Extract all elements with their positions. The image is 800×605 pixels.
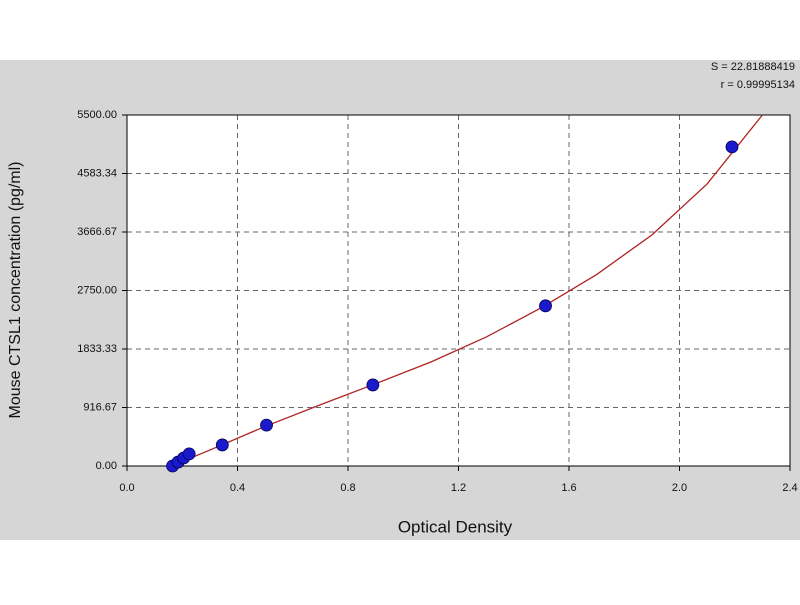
plot-border: [126, 114, 791, 467]
x-tick-label: 2.0: [672, 482, 687, 494]
data-point: [366, 378, 380, 392]
data-point: [182, 447, 196, 461]
y-tick-label: 916.67: [83, 401, 117, 413]
fit-curve: [170, 114, 763, 467]
data-point: [215, 438, 229, 452]
y-tick-label: 4583.34: [77, 167, 117, 179]
data-point: [260, 418, 273, 432]
x-tick-label: 0.0: [119, 482, 134, 494]
annotation: S = 22.81888419: [711, 61, 795, 73]
annotation: r = 0.99995134: [721, 79, 795, 91]
data-point: [725, 140, 739, 154]
data-point: [539, 299, 552, 313]
y-tick-label: 0.00: [96, 460, 117, 472]
y-axis-title: Mouse CTSL1 concentration (pg/ml): [7, 162, 24, 419]
x-tick-label: 1.2: [451, 482, 466, 494]
y-tick-label: 2750.00: [77, 284, 117, 296]
y-tick-label: 5500.00: [77, 109, 117, 121]
x-tick-label: 0.4: [230, 482, 245, 494]
y-tick-label: 1833.33: [77, 343, 117, 355]
x-axis-title: Optical Density: [398, 517, 513, 536]
y-tick-label: 3666.67: [77, 226, 117, 238]
x-tick-label: 2.4: [782, 482, 797, 494]
x-tick-label: 1.6: [561, 482, 576, 494]
x-tick-label: 0.8: [340, 482, 355, 494]
